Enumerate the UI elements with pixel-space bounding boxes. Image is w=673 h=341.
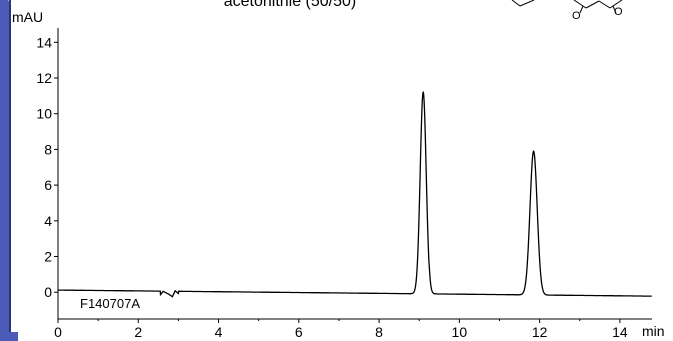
- window-frame-edge: [9, 0, 11, 341]
- axes: [57, 28, 652, 320]
- x-axis-ticks: 0 2 4 6 8 10 12 14: [54, 319, 628, 340]
- y-axis-label: mAU: [12, 9, 43, 25]
- svg-text:O: O: [572, 10, 581, 22]
- window-frame-left: [0, 0, 9, 341]
- y-tick-label: 2: [44, 249, 52, 265]
- y-tick-label: 14: [36, 34, 52, 50]
- y-tick-label: 0: [44, 284, 52, 300]
- molecule-structure-icon: O O: [511, 0, 623, 22]
- y-tick-label: 4: [44, 213, 52, 229]
- chart-title: acetonitrile (50/50): [224, 0, 357, 10]
- y-tick-label: 6: [44, 177, 52, 193]
- chromatogram-trace: [58, 90, 652, 298]
- x-tick-label: 8: [375, 324, 383, 340]
- svg-text:O: O: [614, 6, 623, 18]
- x-tick-label: 0: [54, 324, 62, 340]
- x-axis-label: min: [642, 323, 665, 339]
- y-axis-ticks: 0 2 4 6 8 10 12 14: [36, 34, 58, 300]
- y-tick-label: 12: [36, 70, 52, 86]
- x-tick-label: 4: [215, 324, 223, 340]
- x-tick-label: 14: [612, 324, 628, 340]
- y-tick-label: 8: [44, 141, 52, 157]
- x-tick-label: 6: [295, 324, 303, 340]
- y-tick-label: 10: [36, 106, 52, 122]
- x-tick-label: 10: [452, 324, 468, 340]
- x-tick-label: 2: [134, 324, 142, 340]
- x-tick-label: 12: [532, 324, 548, 340]
- window-frame-corner: [0, 332, 18, 341]
- sample-id-label: F140707A: [80, 296, 140, 311]
